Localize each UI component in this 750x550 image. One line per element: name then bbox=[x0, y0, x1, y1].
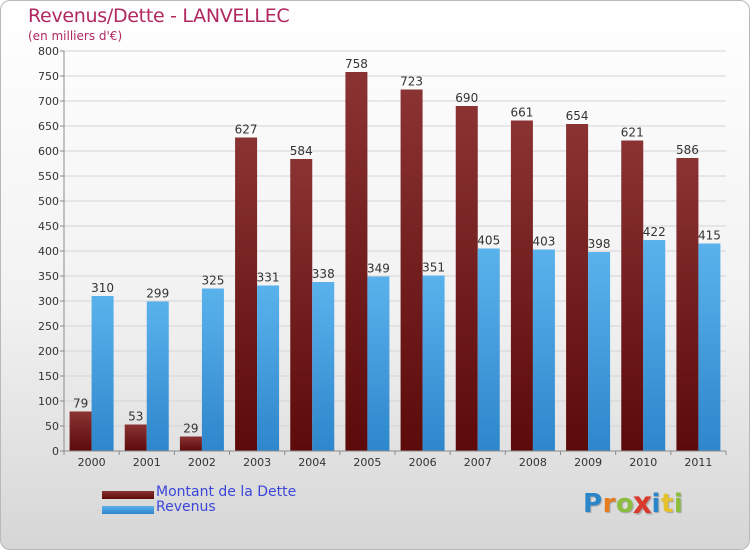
data-label-revenus: 403 bbox=[532, 235, 555, 249]
y-tick-label: 200 bbox=[38, 345, 59, 358]
data-label-debt: 29 bbox=[183, 422, 198, 436]
bar-debt bbox=[400, 89, 423, 451]
logo-letter: i bbox=[651, 489, 661, 519]
chart-title: Revenus/Dette - LANVELLEC bbox=[28, 5, 290, 27]
legend-label-debt: Montant de la Dette bbox=[156, 484, 297, 500]
bar-revenus bbox=[91, 296, 114, 451]
y-tick-label: 400 bbox=[38, 245, 59, 258]
y-tick-label: 100 bbox=[38, 395, 59, 408]
x-tick-label: 2005 bbox=[353, 456, 381, 469]
data-label-debt: 627 bbox=[235, 123, 258, 137]
logo-letter: t bbox=[660, 489, 674, 519]
y-tick-label: 0 bbox=[52, 445, 59, 458]
x-tick-label: 2007 bbox=[464, 456, 492, 469]
data-label-revenus: 338 bbox=[312, 267, 335, 281]
data-label-revenus: 422 bbox=[643, 225, 666, 239]
data-label-debt: 758 bbox=[345, 57, 368, 71]
bar-debt bbox=[179, 436, 202, 451]
y-tick-label: 150 bbox=[38, 370, 59, 383]
bar-debt bbox=[290, 159, 313, 451]
x-tick-label: 2000 bbox=[78, 456, 106, 469]
x-tick-label: 2006 bbox=[409, 456, 437, 469]
data-label-debt: 661 bbox=[510, 106, 533, 120]
y-tick-label: 300 bbox=[38, 295, 59, 308]
data-label-debt: 53 bbox=[128, 410, 143, 424]
x-tick-label: 2002 bbox=[188, 456, 216, 469]
bar-revenus bbox=[477, 248, 500, 451]
bar-debt bbox=[510, 120, 533, 451]
y-tick-label: 700 bbox=[38, 95, 59, 108]
legend-swatch-debt bbox=[102, 491, 154, 499]
data-label-debt: 654 bbox=[566, 109, 589, 123]
bar-revenus bbox=[588, 252, 611, 451]
bar-debt bbox=[621, 140, 644, 451]
bar-debt bbox=[235, 137, 258, 451]
bar-revenus bbox=[257, 285, 280, 451]
proxiti-logo: Proxiti bbox=[583, 486, 684, 522]
logo-letter: r bbox=[602, 489, 616, 519]
data-label-revenus: 299 bbox=[146, 287, 169, 301]
logo-letter: o bbox=[615, 489, 635, 519]
bar-revenus bbox=[367, 276, 390, 451]
bar-debt bbox=[69, 411, 92, 451]
x-tick-label: 2010 bbox=[629, 456, 657, 469]
data-label-debt: 79 bbox=[73, 397, 88, 411]
x-tick-label: 2011 bbox=[684, 456, 712, 469]
y-tick-label: 550 bbox=[38, 170, 59, 183]
legend-label-revenus: Revenus bbox=[156, 499, 216, 515]
logo-letter: x bbox=[632, 486, 653, 522]
data-label-revenus: 405 bbox=[477, 234, 500, 248]
y-tick-label: 500 bbox=[38, 195, 59, 208]
y-tick-label: 250 bbox=[38, 320, 59, 333]
bar-revenus bbox=[532, 249, 555, 451]
data-label-revenus: 310 bbox=[91, 281, 114, 295]
data-label-revenus: 325 bbox=[201, 274, 224, 288]
data-label-debt: 621 bbox=[621, 126, 644, 140]
data-label-debt: 584 bbox=[290, 144, 313, 158]
x-tick-label: 2004 bbox=[298, 456, 326, 469]
y-tick-label: 750 bbox=[38, 70, 59, 83]
bar-debt bbox=[676, 158, 699, 451]
logo-letter: i bbox=[673, 489, 684, 519]
logo-letter: P bbox=[583, 489, 603, 519]
data-label-revenus: 351 bbox=[422, 261, 445, 275]
bar-revenus bbox=[698, 243, 721, 451]
x-tick-label: 2009 bbox=[574, 456, 602, 469]
data-label-debt: 586 bbox=[676, 143, 699, 157]
x-tick-label: 2008 bbox=[519, 456, 547, 469]
y-tick-label: 350 bbox=[38, 270, 59, 283]
bar-revenus bbox=[643, 240, 666, 451]
chart-subtitle: (en milliers d'€) bbox=[28, 29, 123, 43]
y-tick-label: 650 bbox=[38, 120, 59, 133]
y-tick-label: 450 bbox=[38, 220, 59, 233]
y-tick-label: 50 bbox=[45, 420, 59, 433]
data-label-debt: 690 bbox=[455, 91, 478, 105]
bar-revenus bbox=[201, 288, 224, 451]
data-label-revenus: 349 bbox=[367, 262, 390, 276]
x-tick-label: 2001 bbox=[133, 456, 161, 469]
y-tick-label: 800 bbox=[38, 45, 59, 58]
data-label-revenus: 415 bbox=[698, 229, 721, 243]
data-label-revenus: 398 bbox=[588, 237, 611, 251]
bar-debt bbox=[566, 124, 589, 451]
bar-debt bbox=[345, 72, 368, 451]
bar-debt bbox=[455, 106, 478, 451]
legend-swatch-revenus bbox=[102, 506, 154, 514]
bar-revenus bbox=[422, 275, 445, 451]
x-tick-label: 2003 bbox=[243, 456, 271, 469]
bar-revenus bbox=[146, 301, 169, 451]
data-label-debt: 723 bbox=[400, 75, 423, 89]
y-tick-label: 600 bbox=[38, 145, 59, 158]
data-label-revenus: 331 bbox=[257, 271, 280, 285]
bar-debt bbox=[124, 424, 147, 451]
bar-revenus bbox=[312, 282, 335, 451]
